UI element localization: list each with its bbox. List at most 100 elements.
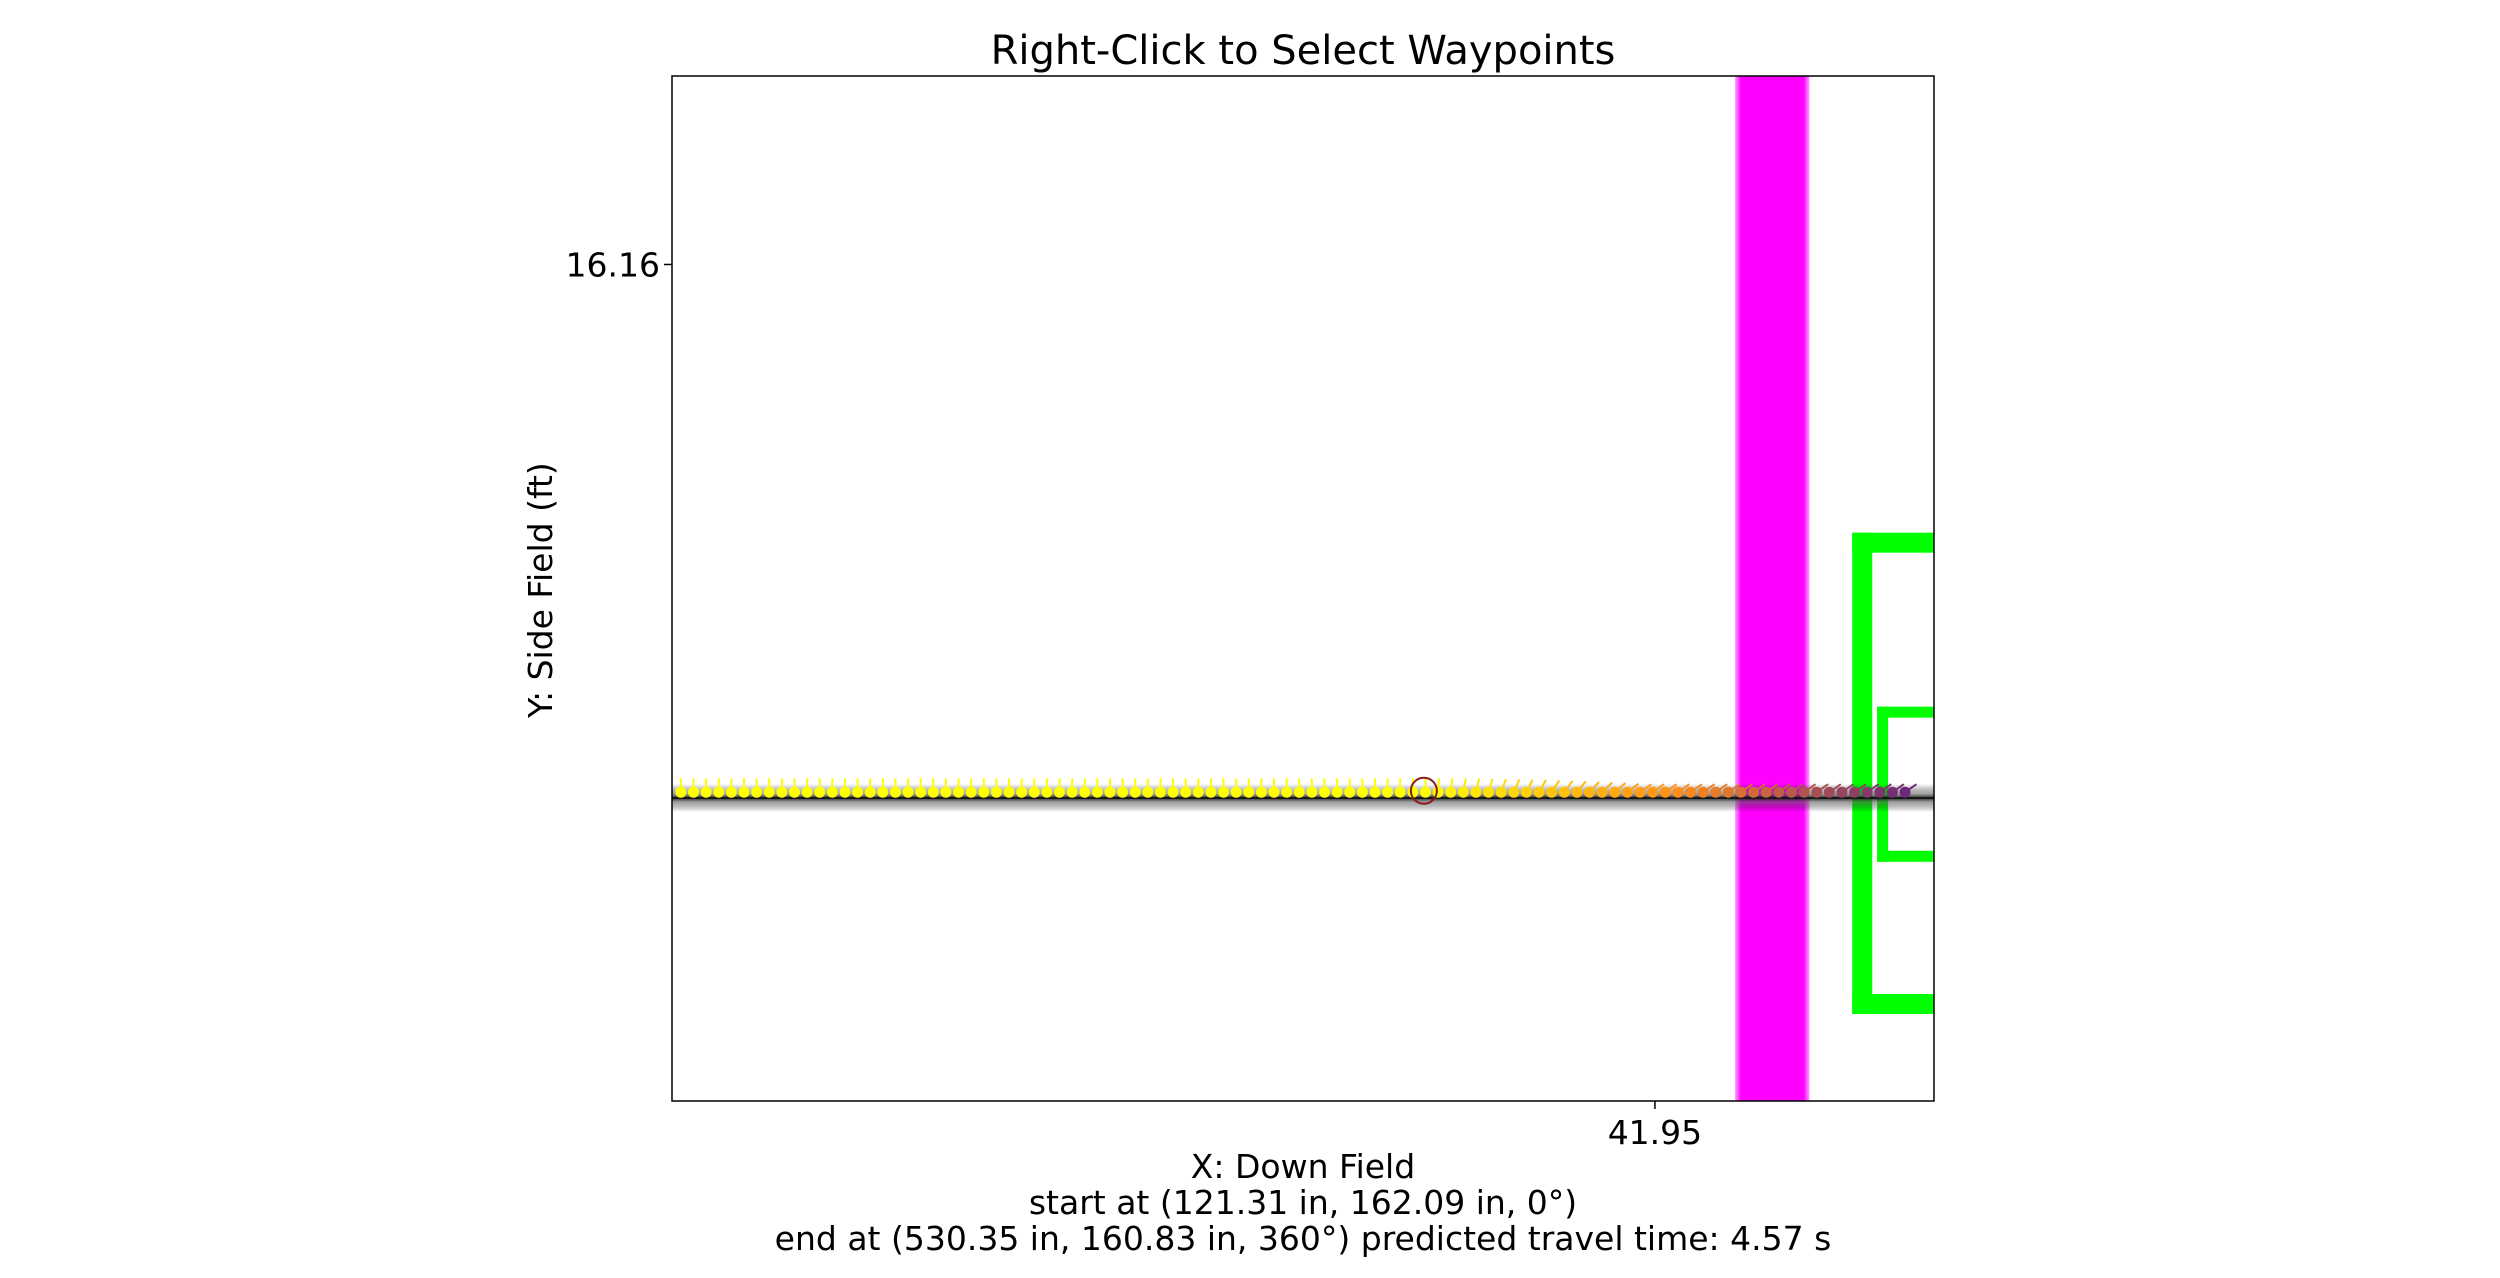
- trajectory-point: [1533, 779, 1547, 798]
- trajectory-point: [1066, 778, 1078, 798]
- trajectory-point: [1053, 778, 1065, 798]
- plot-frame: [671, 75, 1935, 1102]
- trajectory-point: [776, 778, 788, 798]
- trajectory-point: [1584, 781, 1600, 798]
- trajectory-point: [1710, 783, 1728, 798]
- trajectory-point: [1041, 778, 1053, 798]
- trajectory-point: [1268, 778, 1280, 798]
- green-outer-bracket: [1852, 532, 1934, 1015]
- trajectory-point: [1798, 783, 1817, 798]
- footer-start-line: start at (121.31 in, 162.09 in, 0°): [1029, 1183, 1577, 1222]
- trajectory-point: [1470, 778, 1482, 798]
- trajectory-point: [725, 778, 737, 798]
- trajectory-point: [1180, 778, 1192, 798]
- x-tick-label: 41.95: [1608, 1113, 1702, 1152]
- trajectory-point: [788, 778, 800, 798]
- trajectory-point: [1785, 783, 1804, 798]
- trajectory-point: [1647, 783, 1665, 798]
- trajectory-point: [1697, 783, 1716, 798]
- trajectory-point: [713, 778, 725, 798]
- trajectory-point: [1659, 783, 1678, 798]
- trajectory-points: [675, 778, 1918, 798]
- trajectory-point: [839, 778, 851, 798]
- trajectory-point: [1154, 778, 1166, 798]
- trajectory-point: [1760, 783, 1779, 798]
- trajectory-point: [1849, 783, 1867, 798]
- x-axis-ticks: 41.95: [1608, 1101, 1702, 1152]
- trajectory-point: [965, 778, 977, 798]
- trajectory-point: [1722, 783, 1741, 798]
- trajectory-point: [1129, 778, 1141, 798]
- trajectory-point: [1028, 778, 1040, 798]
- trajectory-point: [1508, 778, 1521, 798]
- trajectory-point: [1117, 778, 1129, 798]
- trajectory-point: [1079, 778, 1091, 798]
- chart-title: Right-Click to Select Waypoints: [991, 28, 1616, 74]
- trajectory-point: [1609, 782, 1627, 798]
- trajectory-point: [1672, 783, 1690, 798]
- trajectory-point: [1874, 783, 1892, 798]
- trajectory-point: [1369, 778, 1381, 798]
- trajectory-point: [1293, 778, 1305, 798]
- trajectory-point: [1243, 778, 1255, 798]
- trajectory-point: [1811, 783, 1829, 798]
- trajectory-point: [1571, 780, 1587, 798]
- trajectory-point: [978, 778, 990, 798]
- trajectory-point: [1218, 778, 1230, 798]
- trajectory-point: [1419, 778, 1431, 798]
- waypoint-layer[interactable]: [1409, 776, 1438, 805]
- trajectory-point: [700, 778, 712, 798]
- trajectory-point: [1735, 783, 1754, 798]
- trajectory-point: [1394, 778, 1406, 798]
- trajectory-point: [1495, 778, 1507, 798]
- trajectory-point: [1634, 783, 1653, 798]
- trajectory-point: [1003, 778, 1015, 798]
- trajectory-point: [1356, 778, 1368, 798]
- trajectory-point: [1319, 778, 1331, 798]
- trajectory-point: [1091, 778, 1103, 798]
- trajectory-point: [1344, 778, 1356, 798]
- trajectory-point: [1621, 782, 1640, 798]
- trajectory-point: [1457, 778, 1469, 798]
- x-axis-label: X: Down Field: [1191, 1147, 1415, 1186]
- trajectory-point: [763, 778, 775, 798]
- trajectory-point: [1483, 778, 1495, 798]
- trajectory-point: [1331, 778, 1343, 798]
- field-regions: [1734, 76, 1934, 1101]
- trajectory-point: [1823, 783, 1842, 798]
- trajectory-point: [864, 778, 876, 798]
- trajectory-point: [1773, 783, 1791, 798]
- y-tick-label: 16.16: [566, 245, 660, 284]
- trajectory-point: [1899, 783, 1918, 798]
- trajectory-point: [940, 778, 952, 798]
- trajectory-point: [1445, 778, 1457, 798]
- trajectory-point: [1684, 783, 1703, 798]
- trajectory-point: [1104, 778, 1116, 798]
- y-axis-ticks: 16.16: [566, 245, 672, 284]
- trajectory-point: [1192, 778, 1204, 798]
- trajectory-point: [889, 778, 901, 798]
- trajectory-point: [814, 778, 826, 798]
- trajectory-point: [1520, 779, 1534, 798]
- trajectory-point: [688, 778, 700, 798]
- trajectory-point: [751, 778, 763, 798]
- footer-end-line: end at (530.35 in, 160.83 in, 360°) pred…: [775, 1219, 1832, 1258]
- plot-area[interactable]: [672, 76, 1934, 1101]
- trajectory-point: [1546, 779, 1561, 798]
- trajectory-point: [1836, 783, 1854, 798]
- trajectory-point: [1281, 778, 1293, 798]
- waypoint-marker[interactable]: [1409, 776, 1438, 805]
- trajectory-point: [852, 778, 864, 798]
- trajectory-point: [1306, 778, 1318, 798]
- trajectory-point: [915, 778, 927, 798]
- trajectory-point: [738, 778, 750, 798]
- trajectory-point: [1205, 778, 1217, 798]
- trajectory-point: [801, 778, 813, 798]
- trajectory-point: [826, 778, 838, 798]
- trajectory-point: [1886, 783, 1905, 798]
- trajectory-point: [902, 778, 914, 798]
- trajectory-point: [1861, 783, 1880, 798]
- trajectory-point: [877, 778, 889, 798]
- trajectory-point: [1016, 778, 1028, 798]
